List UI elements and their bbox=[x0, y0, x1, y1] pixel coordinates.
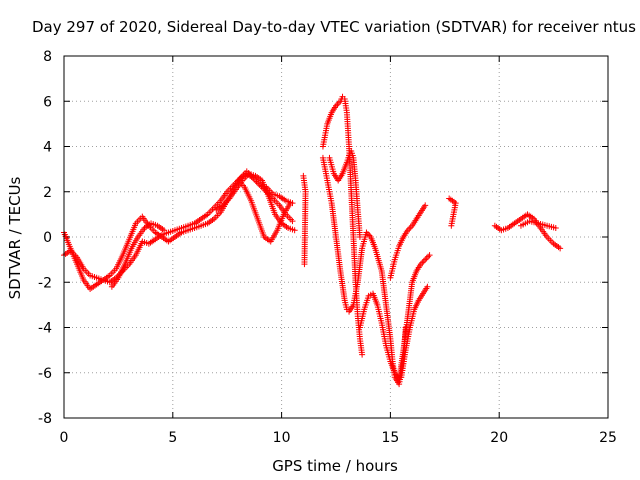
data-point bbox=[552, 224, 559, 231]
data-point bbox=[161, 227, 168, 234]
x-tick-label: 25 bbox=[599, 430, 617, 446]
data-point bbox=[301, 261, 308, 268]
data-point bbox=[359, 351, 366, 358]
x-tick-label: 10 bbox=[273, 430, 291, 446]
data-point bbox=[426, 252, 433, 259]
data-point bbox=[287, 200, 294, 207]
data-point bbox=[448, 222, 455, 229]
axis-ticks: 0 5 10 15 20 25 -8 -6 -4 -2 0 2 4 6 8 bbox=[38, 49, 617, 446]
x-axis-label: GPS time / hours bbox=[272, 457, 398, 475]
data-point bbox=[356, 234, 363, 240]
x-tick-label: 0 bbox=[60, 430, 69, 446]
y-tick-label: 4 bbox=[43, 140, 52, 156]
x-tick-label: 20 bbox=[490, 430, 508, 446]
plot-frame bbox=[63, 55, 609, 419]
y-tick-label: 6 bbox=[43, 94, 52, 110]
data-points bbox=[61, 93, 564, 388]
y-tick-label: 0 bbox=[43, 230, 52, 246]
data-point bbox=[291, 227, 298, 234]
data-point bbox=[424, 283, 431, 290]
y-tick-label: -6 bbox=[38, 366, 52, 382]
chart-title: Day 297 of 2020, Sidereal Day-to-day VTE… bbox=[32, 18, 636, 36]
y-tick-label: 2 bbox=[43, 185, 52, 201]
data-point bbox=[557, 245, 564, 252]
data-point bbox=[289, 218, 296, 225]
x-tick-label: 5 bbox=[168, 430, 177, 446]
y-tick-label: -8 bbox=[38, 411, 52, 427]
x-tick-label: 15 bbox=[381, 430, 399, 446]
y-tick-label: 8 bbox=[43, 49, 52, 65]
data-point bbox=[422, 202, 429, 209]
y-tick-label: -4 bbox=[38, 321, 52, 337]
y-tick-label: -2 bbox=[38, 275, 52, 291]
y-axis-label: SDTVAR / TECUs bbox=[6, 176, 24, 299]
